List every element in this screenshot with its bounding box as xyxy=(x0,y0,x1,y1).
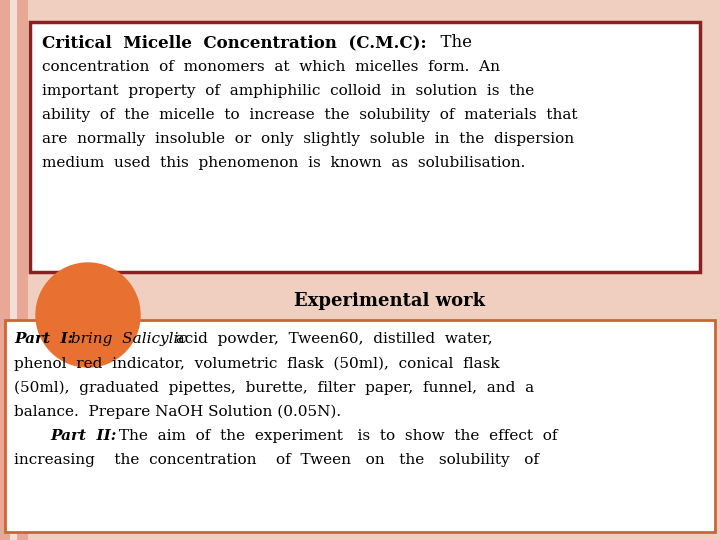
Text: increasing    the  concentration    of  Tween   on   the   solubility   of: increasing the concentration of Tween on… xyxy=(14,453,539,467)
Text: phenol  red  indicator,  volumetric  flask  (50ml),  conical  flask: phenol red indicator, volumetric flask (… xyxy=(14,357,500,372)
Circle shape xyxy=(36,263,140,367)
Text: Critical  Micelle  Concentration  (C.M.C):: Critical Micelle Concentration (C.M.C): xyxy=(42,34,427,51)
Text: balance.  Prepare NaOH Solution (0.05N).: balance. Prepare NaOH Solution (0.05N). xyxy=(14,405,341,420)
Bar xyxy=(0,0,28,540)
FancyBboxPatch shape xyxy=(5,320,715,532)
Text: Part  I:: Part I: xyxy=(14,332,73,346)
Text: medium  used  this  phenomenon  is  known  as  solubilisation.: medium used this phenomenon is known as … xyxy=(42,156,526,170)
FancyBboxPatch shape xyxy=(30,22,700,272)
Text: important  property  of  amphiphilic  colloid  in  solution  is  the: important property of amphiphilic colloi… xyxy=(42,84,534,98)
Text: (50ml),  graduated  pipettes,  burette,  filter  paper,  funnel,  and  a: (50ml), graduated pipettes, burette, fil… xyxy=(14,381,534,395)
Text: concentration  of  monomers  at  which  micelles  form.  An: concentration of monomers at which micel… xyxy=(42,60,500,74)
Text: ability  of  the  micelle  to  increase  the  solubility  of  materials  that: ability of the micelle to increase the s… xyxy=(42,108,577,122)
Bar xyxy=(10,0,17,540)
Text: The: The xyxy=(430,34,472,51)
Text: Part  II:: Part II: xyxy=(50,429,117,443)
Text: bring  Salicylic: bring Salicylic xyxy=(66,332,187,346)
Text: are  normally  insoluble  or  only  slightly  soluble  in  the  dispersion: are normally insoluble or only slightly … xyxy=(42,132,574,146)
Text: Experimental work: Experimental work xyxy=(294,292,485,310)
Text: acid  powder,  Tween60,  distilled  water,: acid powder, Tween60, distilled water, xyxy=(166,332,492,346)
Text: The  aim  of  the  experiment   is  to  show  the  effect  of: The aim of the experiment is to show the… xyxy=(114,429,557,443)
